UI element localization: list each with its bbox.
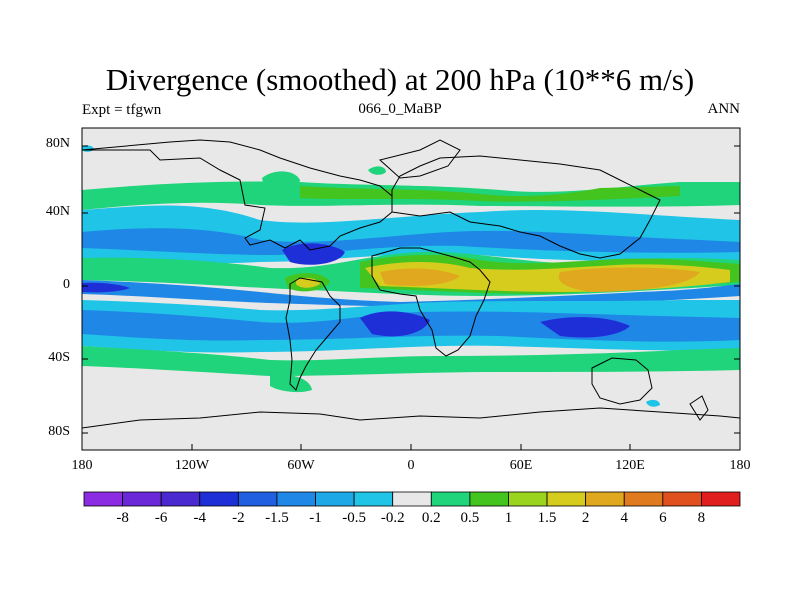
colorbar-box <box>662 491 702 507</box>
subtitle-experiment: Expt = tfgwn <box>82 102 162 118</box>
coastline-greenland <box>378 139 461 179</box>
colorbar-label: 1.5 <box>537 510 557 526</box>
colorbar-box <box>701 491 741 507</box>
lat-label: 0 <box>63 277 70 292</box>
contour-pos-south-band <box>82 346 740 376</box>
lon-label: 60W <box>287 458 315 473</box>
subtitle-period: ANN <box>707 101 741 117</box>
lon-label: 120E <box>615 458 645 473</box>
lat-label: 80N <box>45 136 70 151</box>
subtitle-case: 066_0_MaBP <box>358 101 442 117</box>
contour-neg-equator-west <box>82 282 130 293</box>
contour-neg-south-indian <box>540 317 630 338</box>
colorbar-label: -8 <box>116 510 129 526</box>
lon-label: 180 <box>71 458 93 473</box>
contour-pos-tropics-orange-2 <box>558 267 700 292</box>
contour-pos-north-cell-1 <box>262 171 300 193</box>
colorbar-box <box>237 491 278 507</box>
colorbar-label: 0.2 <box>421 510 441 526</box>
lon-label: 60E <box>509 458 533 473</box>
colorbar-box <box>508 491 548 507</box>
colorbar-box <box>160 491 201 507</box>
colorbar-box <box>469 491 509 507</box>
map-title: Divergence (smoothed) at 200 hPa (10**6 … <box>105 62 695 97</box>
lon-label: 120W <box>174 458 210 473</box>
contour-pos-north-upper-core <box>300 186 680 202</box>
contour-pos-north-cell-2 <box>368 166 386 175</box>
coastline-africa <box>371 247 491 357</box>
colorbar-box <box>546 491 587 507</box>
colorbar-label: -2 <box>232 510 245 526</box>
colorbar-label: 1 <box>504 510 513 526</box>
colorbar-box <box>585 491 625 507</box>
colorbar-box <box>122 491 162 507</box>
contour-neg-south-cell <box>646 399 660 407</box>
colorbar-label: -1.5 <box>265 510 289 526</box>
colorbar-label: 2 <box>581 510 590 526</box>
colorbar-label: 0.5 <box>460 510 480 526</box>
coastline-antarctica <box>82 407 740 429</box>
contour-neg-south-atlantic <box>360 311 430 337</box>
colorbar-label: -4 <box>193 510 207 526</box>
colorbar-label: 6 <box>659 510 667 526</box>
colorbar-box <box>623 491 664 507</box>
coastline-eurasia <box>391 155 661 259</box>
contour-field <box>82 128 740 450</box>
coastlines <box>82 139 740 429</box>
colorbar <box>83 491 741 507</box>
colorbar-label: 4 <box>620 510 628 526</box>
colorbar-box <box>353 491 394 507</box>
contour-neg-north-america <box>282 243 345 265</box>
coastline-australia <box>591 357 653 405</box>
lat-label: 40S <box>48 350 70 365</box>
lat-label: 80S <box>48 424 70 439</box>
colorbar-box <box>392 491 432 507</box>
colorbar-label: 8 <box>697 510 706 526</box>
coastline-north-america <box>82 139 393 251</box>
colorbar-label: -0.2 <box>380 510 405 526</box>
coastline-south-america <box>285 277 341 391</box>
contour-pos-south-cell <box>270 374 312 393</box>
colorbar-label: -0.5 <box>342 510 366 526</box>
colorbar-box <box>83 491 123 507</box>
colorbar-box <box>430 491 471 507</box>
colorbar-box <box>276 491 316 507</box>
contour-neg-north-core <box>82 228 740 256</box>
contour-neg-equator-strip <box>82 280 740 307</box>
lon-label: 180 <box>729 458 751 473</box>
axis-ticks <box>81 145 741 450</box>
coastline-new-zealand <box>689 395 709 421</box>
colorbar-box <box>199 491 239 507</box>
colorbar-box <box>315 491 355 507</box>
contour-pos-tropics-orange-1 <box>380 268 460 286</box>
colorbar-label: -1 <box>309 510 322 526</box>
lat-label: 40N <box>45 204 70 219</box>
colorbar-label: -6 <box>154 510 168 526</box>
lon-label: 0 <box>407 458 415 473</box>
